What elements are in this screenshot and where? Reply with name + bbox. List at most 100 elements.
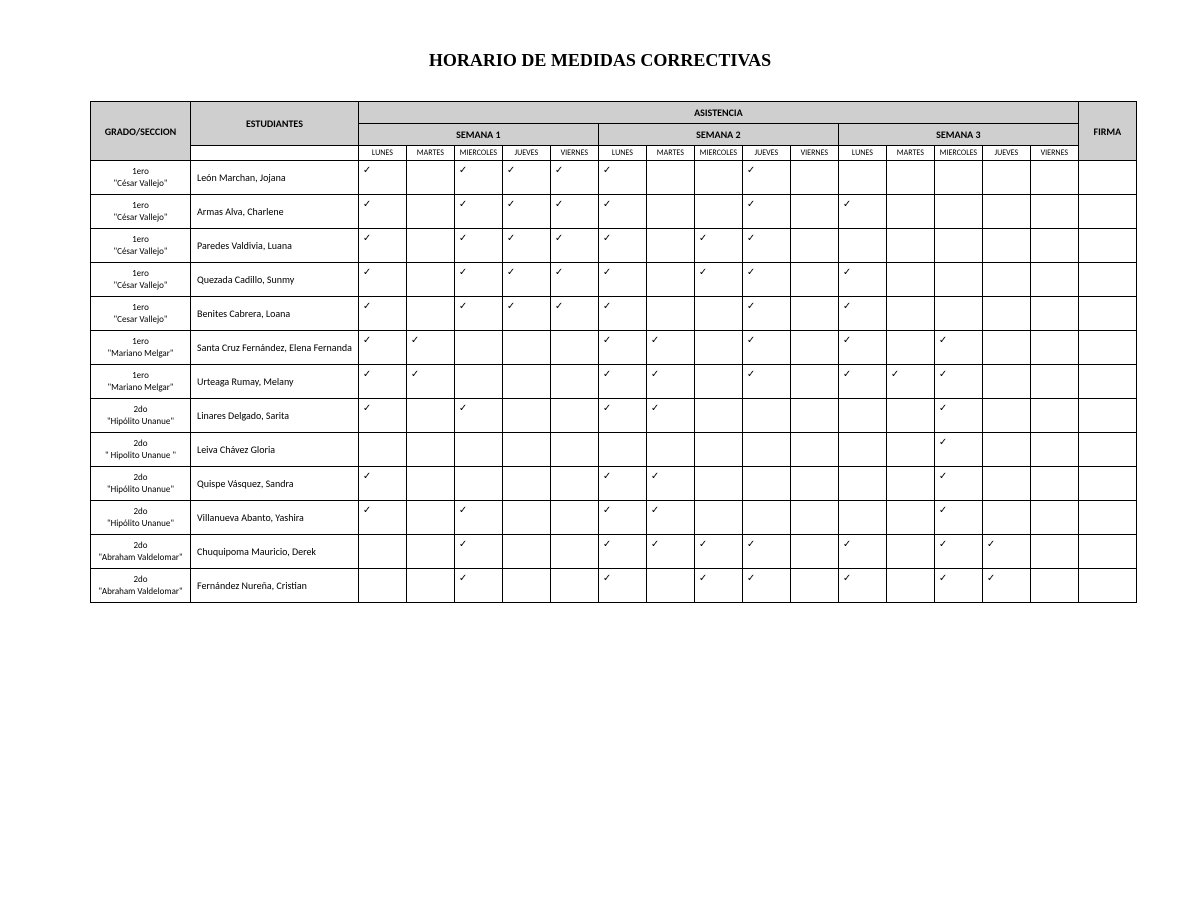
table-row: 2do"Hipólito Unanue"Quispe Vásquez, Sand…: [91, 467, 1137, 501]
check-icon: ✓: [603, 401, 611, 414]
cell-attendance: ✓: [550, 229, 598, 263]
check-icon: ✓: [603, 333, 611, 346]
check-icon: ✓: [747, 231, 755, 244]
cell-attendance: ✓: [934, 467, 982, 501]
check-icon: ✓: [747, 197, 755, 210]
cell-estudiante: Santa Cruz Fernández, Elena Fernanda: [191, 331, 359, 365]
cell-firma: [1078, 263, 1136, 297]
check-icon: ✓: [747, 367, 755, 380]
d-s2-mar: MARTES: [646, 146, 694, 161]
check-icon: ✓: [363, 367, 371, 380]
check-icon: ✓: [891, 367, 899, 380]
cell-grado: 1ero"Cesar Vallejo": [91, 297, 191, 331]
cell-grado: 2do" Hipolito Unanue ": [91, 433, 191, 467]
cell-attendance: [694, 195, 742, 229]
cell-attendance: ✓: [502, 263, 550, 297]
cell-attendance: [982, 161, 1030, 195]
col-estudiantes-sub: [191, 146, 359, 161]
cell-estudiante: Paredes Valdivia, Luana: [191, 229, 359, 263]
cell-attendance: ✓: [742, 297, 790, 331]
d-s1-lun: LUNES: [358, 146, 406, 161]
col-semana2: SEMANA 2: [598, 124, 838, 146]
cell-attendance: [982, 263, 1030, 297]
cell-estudiante: Fernández Nureña, Cristian: [191, 569, 359, 603]
check-icon: ✓: [555, 163, 563, 176]
cell-grado: 2do"Abraham Valdelomar": [91, 569, 191, 603]
cell-attendance: [406, 195, 454, 229]
cell-attendance: ✓: [982, 535, 1030, 569]
cell-attendance: [886, 467, 934, 501]
cell-attendance: [790, 569, 838, 603]
cell-attendance: ✓: [934, 365, 982, 399]
cell-attendance: ✓: [550, 263, 598, 297]
check-icon: ✓: [843, 265, 851, 278]
cell-estudiante: León Marchan, Jojana: [191, 161, 359, 195]
cell-attendance: [550, 365, 598, 399]
check-icon: ✓: [507, 299, 515, 312]
check-icon: ✓: [747, 333, 755, 346]
cell-attendance: ✓: [454, 195, 502, 229]
cell-firma: [1078, 161, 1136, 195]
cell-attendance: [1030, 263, 1078, 297]
check-icon: ✓: [555, 231, 563, 244]
table-row: 1ero"Mariano Melgar"Santa Cruz Fernández…: [91, 331, 1137, 365]
cell-firma: [1078, 229, 1136, 263]
cell-attendance: ✓: [454, 161, 502, 195]
cell-attendance: ✓: [358, 467, 406, 501]
check-icon: ✓: [459, 299, 467, 312]
cell-attendance: [598, 433, 646, 467]
col-grado: GRADO/SECCION: [91, 102, 191, 161]
d-s1-jue: JUEVES: [502, 146, 550, 161]
col-semana3: SEMANA 3: [838, 124, 1078, 146]
check-icon: ✓: [987, 537, 995, 550]
cell-attendance: ✓: [598, 569, 646, 603]
cell-attendance: ✓: [646, 535, 694, 569]
cell-attendance: [982, 229, 1030, 263]
check-icon: ✓: [939, 401, 947, 414]
cell-attendance: ✓: [358, 195, 406, 229]
table-row: 2do"Abraham Valdelomar"Chuquipoma Mauric…: [91, 535, 1137, 569]
check-icon: ✓: [843, 333, 851, 346]
cell-attendance: [646, 569, 694, 603]
cell-attendance: [502, 433, 550, 467]
cell-attendance: [1030, 433, 1078, 467]
check-icon: ✓: [603, 299, 611, 312]
table-body: 1ero"César Vallejo" León Marchan, Jojana ✓…: [91, 161, 1137, 603]
cell-attendance: ✓: [598, 229, 646, 263]
check-icon: ✓: [939, 571, 947, 584]
cell-attendance: [982, 399, 1030, 433]
col-semana1: SEMANA 1: [358, 124, 598, 146]
cell-attendance: ✓: [454, 263, 502, 297]
cell-attendance: ✓: [646, 365, 694, 399]
cell-firma: [1078, 569, 1136, 603]
cell-attendance: ✓: [502, 297, 550, 331]
check-icon: ✓: [699, 537, 707, 550]
check-icon: ✓: [939, 367, 947, 380]
d-s2-vie: VIERNES: [790, 146, 838, 161]
cell-attendance: [550, 569, 598, 603]
check-icon: ✓: [363, 163, 371, 176]
cell-attendance: [886, 195, 934, 229]
cell-attendance: ✓: [742, 365, 790, 399]
cell-attendance: [886, 331, 934, 365]
cell-attendance: [934, 161, 982, 195]
cell-attendance: ✓: [358, 297, 406, 331]
cell-attendance: [790, 501, 838, 535]
check-icon: ✓: [459, 503, 467, 516]
check-icon: ✓: [651, 537, 659, 550]
cell-attendance: [886, 501, 934, 535]
cell-attendance: ✓: [598, 297, 646, 331]
table-row: 2do"Abraham Valdelomar"Fernández Nureña,…: [91, 569, 1137, 603]
cell-attendance: ✓: [934, 501, 982, 535]
cell-firma: [1078, 297, 1136, 331]
cell-grado: 1ero"César Vallejo": [91, 263, 191, 297]
cell-attendance: ✓: [598, 161, 646, 195]
cell-attendance: [694, 331, 742, 365]
col-estudiantes: ESTUDIANTES: [191, 102, 359, 146]
cell-attendance: [550, 433, 598, 467]
cell-attendance: [694, 399, 742, 433]
cell-grado: 2do"Hipólito Unanue": [91, 467, 191, 501]
cell-grado: 1ero"Mariano Melgar": [91, 331, 191, 365]
cell-attendance: [1030, 161, 1078, 195]
cell-attendance: ✓: [454, 535, 502, 569]
